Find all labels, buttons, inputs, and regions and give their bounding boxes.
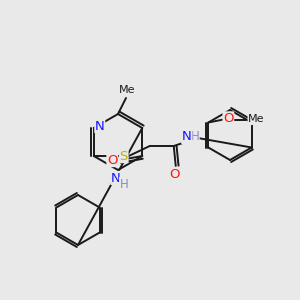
Text: N: N — [95, 119, 105, 133]
Text: O: O — [107, 154, 118, 166]
Text: H: H — [120, 178, 128, 190]
Text: N: N — [111, 172, 121, 184]
Text: N: N — [182, 130, 192, 143]
Text: Me: Me — [119, 85, 135, 95]
Text: Me: Me — [248, 115, 265, 124]
Text: O: O — [169, 167, 180, 181]
Text: O: O — [223, 112, 234, 125]
Text: S: S — [120, 149, 128, 163]
Text: H: H — [190, 130, 199, 143]
